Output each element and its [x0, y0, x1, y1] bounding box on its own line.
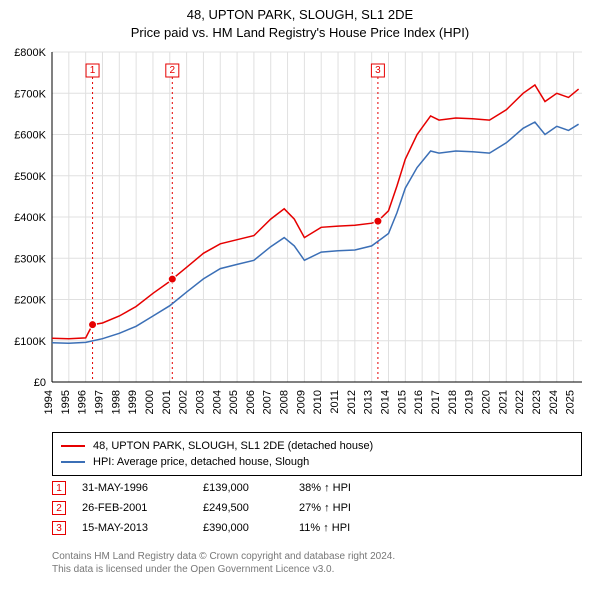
- x-tick-label: 2010: [312, 390, 324, 414]
- event-row: 1 31-MAY-1996 £139,000 38% ↑ HPI: [52, 478, 582, 498]
- x-tick-label: 2011: [329, 390, 341, 414]
- legend-swatch: [61, 445, 85, 447]
- x-tick-label: 2018: [447, 390, 459, 414]
- event-price: £390,000: [203, 522, 283, 534]
- chart-svg: £0£100K£200K£300K£400K£500K£600K£700K£80…: [52, 52, 582, 382]
- event-badge: 3: [52, 521, 66, 535]
- x-tick-label: 1994: [43, 390, 55, 414]
- x-tick-label: 2008: [279, 390, 291, 414]
- title-block: 48, UPTON PARK, SLOUGH, SL1 2DE Price pa…: [0, 0, 600, 42]
- series-subject: [52, 85, 579, 339]
- legend-swatch: [61, 461, 85, 463]
- event-marker-num: 3: [375, 65, 381, 76]
- x-tick-label: 2006: [245, 390, 257, 414]
- event-price: £249,500: [203, 502, 283, 514]
- x-tick-label: 2001: [161, 390, 173, 414]
- x-tick-label: 1995: [60, 390, 72, 414]
- event-dot: [168, 275, 176, 283]
- footer-line-1: Contains HM Land Registry data © Crown c…: [52, 550, 582, 563]
- x-tick-label: 2014: [380, 390, 392, 414]
- event-dot: [374, 217, 382, 225]
- event-badge: 1: [52, 481, 66, 495]
- x-tick-label: 2004: [211, 390, 223, 414]
- y-tick-label: £300K: [14, 253, 46, 265]
- x-tick-label: 2007: [262, 390, 274, 414]
- x-tick-label: 2016: [413, 390, 425, 414]
- x-tick-label: 1998: [110, 390, 122, 414]
- event-row: 3 15-MAY-2013 £390,000 11% ↑ HPI: [52, 518, 582, 538]
- x-tick-label: 2003: [194, 390, 206, 414]
- x-tick-label: 1999: [127, 390, 139, 414]
- event-row: 2 26-FEB-2001 £249,500 27% ↑ HPI: [52, 498, 582, 518]
- x-tick-label: 2005: [228, 390, 240, 414]
- x-tick-label: 2009: [295, 390, 307, 414]
- footer-line-2: This data is licensed under the Open Gov…: [52, 563, 582, 576]
- x-tick-label: 1996: [77, 390, 89, 414]
- x-tick-label: 2019: [464, 390, 476, 414]
- x-tick-label: 2015: [396, 390, 408, 414]
- y-tick-label: £500K: [14, 171, 46, 183]
- title-line-2: Price paid vs. HM Land Registry's House …: [0, 24, 600, 42]
- event-date: 31-MAY-1996: [82, 482, 187, 494]
- legend-row: 48, UPTON PARK, SLOUGH, SL1 2DE (detache…: [61, 438, 573, 454]
- y-tick-label: £100K: [14, 336, 46, 348]
- x-tick-label: 2024: [548, 390, 560, 414]
- chart-area: £0£100K£200K£300K£400K£500K£600K£700K£80…: [52, 52, 582, 382]
- event-pct: 27% ↑ HPI: [299, 502, 351, 514]
- y-tick-label: £0: [34, 377, 46, 389]
- event-marker-num: 2: [170, 65, 176, 76]
- x-tick-label: 1997: [93, 390, 105, 414]
- x-tick-label: 2012: [346, 390, 358, 414]
- event-marker-num: 1: [90, 65, 96, 76]
- y-tick-label: £800K: [14, 47, 46, 59]
- legend-row: HPI: Average price, detached house, Slou…: [61, 454, 573, 470]
- events-table: 1 31-MAY-1996 £139,000 38% ↑ HPI 2 26-FEB-200…: [52, 478, 582, 538]
- y-tick-label: £600K: [14, 130, 46, 142]
- x-tick-label: 2002: [178, 390, 190, 414]
- x-tick-label: 2025: [565, 390, 577, 414]
- x-tick-label: 2017: [430, 390, 442, 414]
- event-date: 26-FEB-2001: [82, 502, 187, 514]
- x-tick-label: 2000: [144, 390, 156, 414]
- x-tick-label: 2021: [497, 390, 509, 414]
- event-pct: 11% ↑ HPI: [299, 522, 350, 534]
- title-line-1: 48, UPTON PARK, SLOUGH, SL1 2DE: [0, 6, 600, 24]
- legend-label: HPI: Average price, detached house, Slou…: [93, 454, 309, 470]
- x-tick-label: 2020: [480, 390, 492, 414]
- event-badge: 2: [52, 501, 66, 515]
- legend-label: 48, UPTON PARK, SLOUGH, SL1 2DE (detache…: [93, 438, 373, 454]
- event-price: £139,000: [203, 482, 283, 494]
- event-dot: [89, 321, 97, 329]
- event-pct: 38% ↑ HPI: [299, 482, 351, 494]
- chart-container: 48, UPTON PARK, SLOUGH, SL1 2DE Price pa…: [0, 0, 600, 590]
- y-tick-label: £700K: [14, 88, 46, 100]
- legend-box: 48, UPTON PARK, SLOUGH, SL1 2DE (detache…: [52, 432, 582, 476]
- event-date: 15-MAY-2013: [82, 522, 187, 534]
- x-tick-label: 2023: [531, 390, 543, 414]
- y-tick-label: £200K: [14, 295, 46, 307]
- x-tick-label: 2022: [514, 390, 526, 414]
- footer: Contains HM Land Registry data © Crown c…: [52, 550, 582, 576]
- y-tick-label: £400K: [14, 212, 46, 224]
- x-tick-label: 2013: [363, 390, 375, 414]
